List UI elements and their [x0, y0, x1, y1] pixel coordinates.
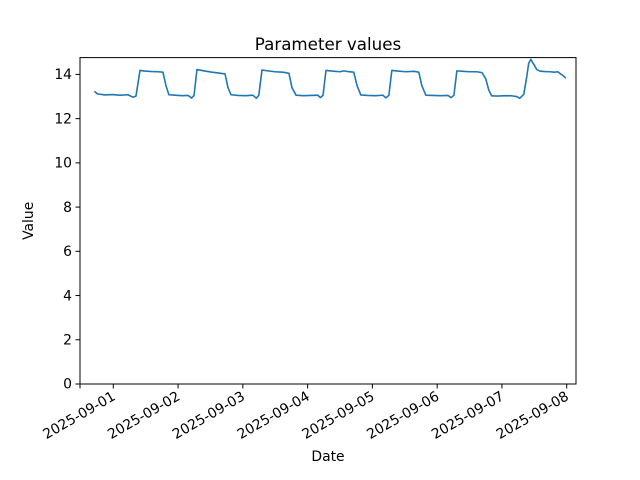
y-tick-label: 2: [63, 332, 72, 348]
y-tick-label: 0: [63, 377, 72, 393]
x-tick-label: 2025-09-07: [429, 389, 507, 443]
x-axis-label: Date: [311, 449, 344, 465]
x-tick-label: 2025-09-01: [40, 389, 118, 443]
y-tick-label: 14: [54, 67, 72, 83]
x-tick-label: 2025-09-05: [299, 389, 377, 443]
x-tick-label: 2025-09-06: [364, 389, 442, 443]
y-tick-label: 12: [54, 111, 72, 127]
x-tick-label: 2025-09-03: [170, 389, 248, 443]
chart-title: Parameter values: [255, 34, 401, 54]
y-tick-label: 6: [63, 244, 72, 260]
x-tick-label: 2025-09-08: [494, 389, 572, 443]
x-tick-label: 2025-09-04: [235, 389, 313, 443]
y-tick-label: 10: [54, 156, 72, 172]
y-axis-label: Value: [21, 202, 37, 240]
y-axis-ticks: 0 2 4 6 8 10 12 14: [54, 67, 80, 393]
y-tick-label: 4: [63, 288, 72, 304]
y-tick-label: 8: [63, 200, 72, 216]
series-line-parameter: [94, 58, 567, 100]
x-tick-label: 2025-09-02: [105, 389, 183, 443]
x-axis-ticks: 2025-09-012025-09-022025-09-032025-09-04…: [40, 384, 572, 443]
data-series: [94, 58, 567, 100]
plot-area: [79, 57, 577, 385]
